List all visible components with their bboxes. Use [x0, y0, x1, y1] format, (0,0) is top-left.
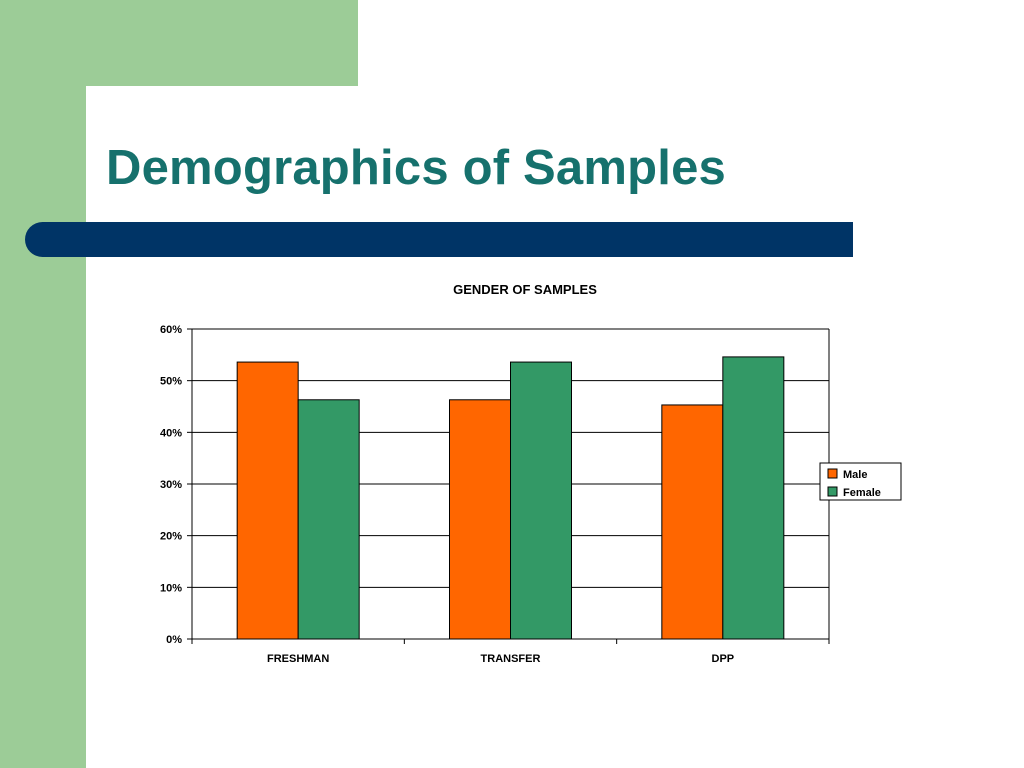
y-tick-label: 50% — [160, 376, 182, 388]
x-tick-label: FRESHMAN — [267, 653, 329, 665]
y-tick-label: 10% — [160, 582, 182, 594]
y-tick-label: 30% — [160, 479, 182, 491]
top-accent-green — [0, 0, 358, 86]
y-axis-ticks: 0% 10% 20% 30% 40% 50% 60% — [160, 324, 192, 646]
bars — [236, 356, 785, 640]
y-tick-label: 60% — [160, 324, 182, 336]
chart-title: GENDER OF SAMPLES — [453, 282, 597, 297]
x-tick-label: DPP — [712, 653, 735, 665]
y-tick-label: 40% — [160, 427, 182, 439]
legend-swatch-male — [827, 468, 838, 479]
title-underline-bar — [25, 222, 853, 257]
bar-male-dpp — [661, 404, 724, 640]
bar-male-transfer — [449, 399, 511, 640]
side-accent-green — [0, 0, 86, 768]
legend-swatch-female — [827, 486, 838, 497]
bar-female-dpp — [722, 356, 785, 640]
x-tick-label: TRANSFER — [481, 653, 541, 665]
bar-male-freshman — [236, 361, 299, 640]
y-tick-label: 0% — [166, 634, 182, 646]
bar-female-transfer — [510, 361, 572, 640]
bar-female-freshman — [297, 399, 360, 640]
x-axis-labels: FRESHMAN TRANSFER DPP — [267, 653, 734, 665]
slide-title: Demographics of Samples — [106, 141, 726, 195]
legend-label-female: Female — [843, 487, 881, 499]
y-tick-label: 20% — [160, 531, 182, 543]
legend: Male Female — [819, 462, 902, 501]
legend-label-male: Male — [843, 469, 867, 481]
